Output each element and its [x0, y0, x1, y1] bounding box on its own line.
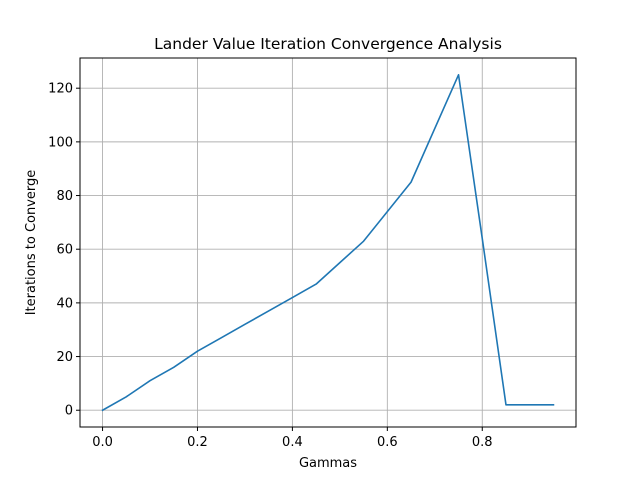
- x-axis: 0.0 0.2 0.4 0.6 0.8: [92, 427, 493, 450]
- x-tick-label: 0.0: [92, 435, 113, 450]
- series-layer: [101, 73, 555, 412]
- y-tick-label: 80: [56, 189, 73, 204]
- y-tick-label: 120: [48, 82, 73, 97]
- x-tick-label: 0.4: [282, 435, 303, 450]
- y-tick-label: 0: [65, 404, 73, 419]
- x-axis-label: Gammas: [299, 456, 357, 471]
- y-tick-label: 100: [48, 135, 73, 150]
- y-axis: 0 20 40 60 80 100 120: [48, 82, 80, 419]
- x-tick-label: 0.8: [472, 435, 493, 450]
- y-tick-label: 20: [56, 350, 73, 365]
- x-tick-label: 0.2: [187, 435, 208, 450]
- y-tick-label: 40: [56, 296, 73, 311]
- chart-title: Lander Value Iteration Convergence Analy…: [154, 35, 502, 53]
- y-axis-label: Iterations to Converge: [24, 170, 39, 316]
- series-line: [101, 73, 555, 412]
- y-tick-label: 60: [56, 243, 73, 258]
- x-tick-label: 0.6: [377, 435, 398, 450]
- plot-frame: [79, 57, 577, 428]
